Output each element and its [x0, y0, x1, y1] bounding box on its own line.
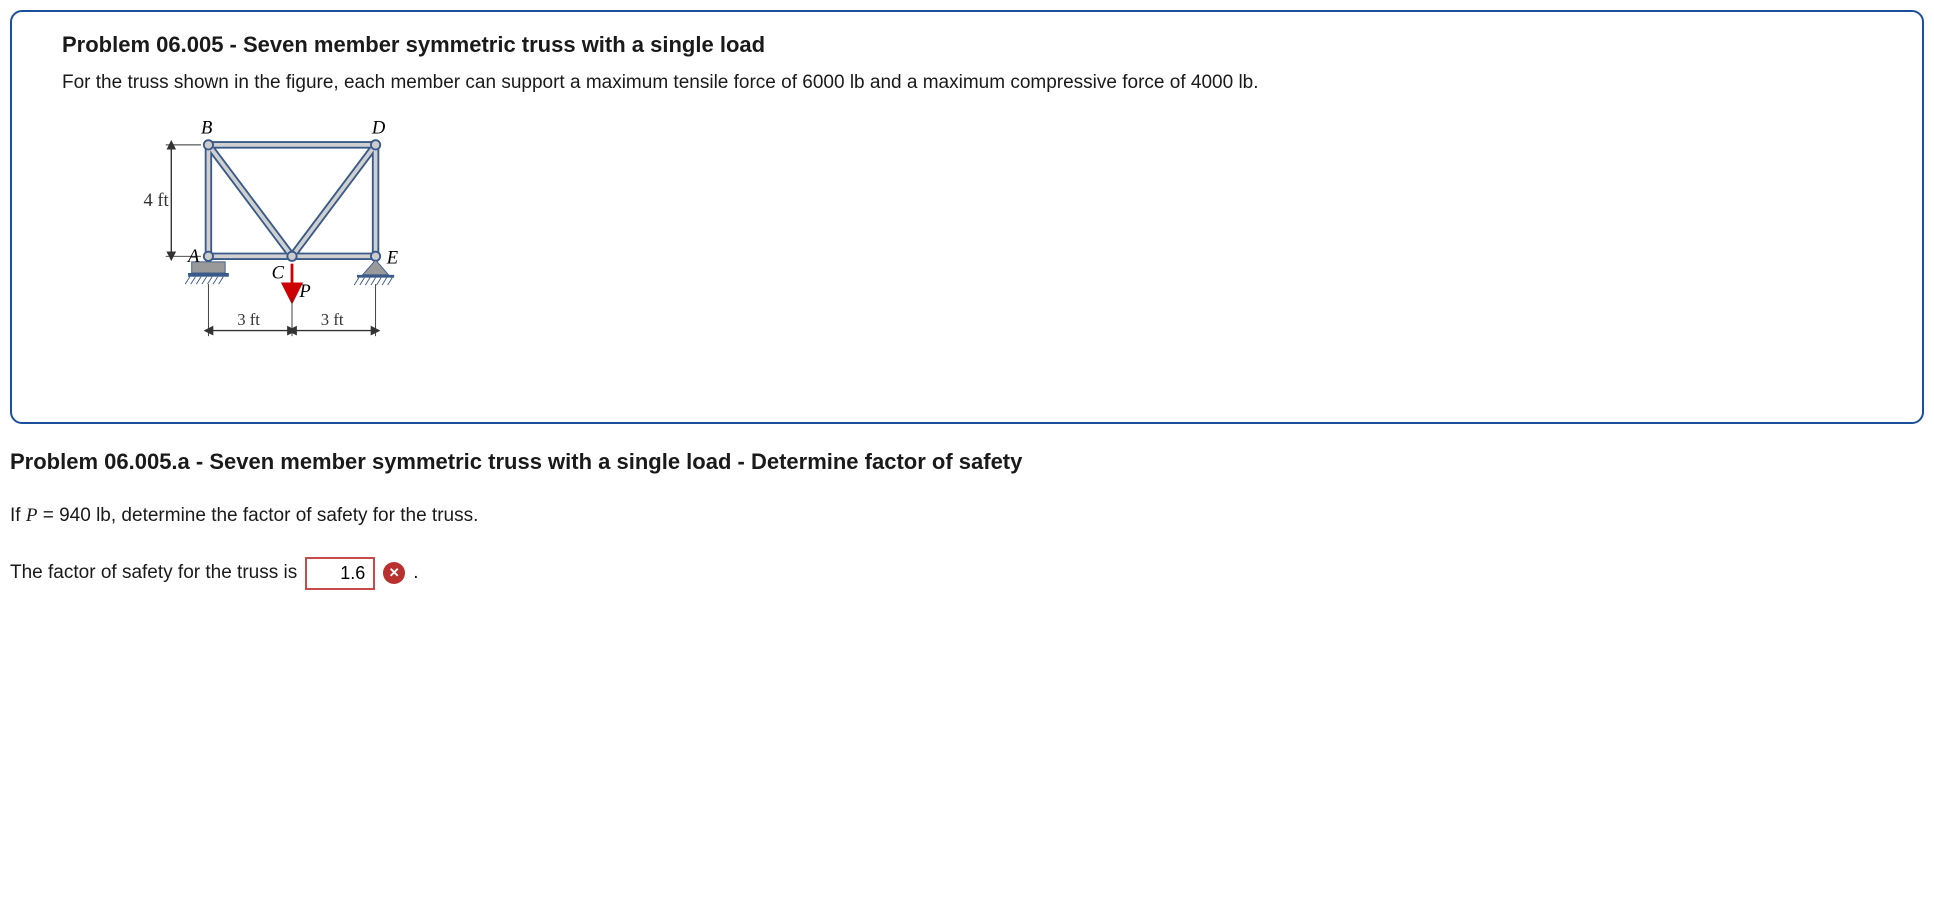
answer-input[interactable]: [305, 557, 375, 590]
problem-title: Problem 06.005 - Seven member symmetric …: [62, 32, 1872, 58]
svg-text:B: B: [201, 117, 212, 138]
question-rest: = 940 lb, determine the factor of safety…: [37, 505, 478, 526]
svg-text:3 ft: 3 ft: [237, 310, 260, 329]
answer-line: The factor of safety for the truss is ✕ …: [10, 557, 1924, 590]
wrong-icon: ✕: [383, 562, 405, 584]
svg-text:P: P: [298, 281, 310, 302]
question-prefix: If: [10, 505, 26, 526]
svg-text:A: A: [186, 245, 200, 266]
problem-description: For the truss shown in the figure, each …: [62, 70, 1872, 97]
subproblem-question: If P = 940 lb, determine the factor of s…: [10, 505, 1924, 527]
subproblem-title: Problem 06.005.a - Seven member symmetri…: [10, 449, 1924, 475]
svg-text:D: D: [371, 117, 386, 138]
svg-text:3 ft: 3 ft: [321, 310, 344, 329]
problem-box: Problem 06.005 - Seven member symmetric …: [10, 10, 1924, 424]
svg-text:E: E: [386, 247, 399, 268]
truss-figure: 4 ft 3 ft 3 ft A B C D E P: [122, 117, 1872, 382]
question-variable: P: [26, 505, 38, 526]
svg-text:4 ft: 4 ft: [143, 190, 169, 211]
answer-label: The factor of safety for the truss is: [10, 562, 297, 584]
answer-suffix: .: [413, 562, 418, 584]
svg-text:C: C: [272, 262, 285, 283]
